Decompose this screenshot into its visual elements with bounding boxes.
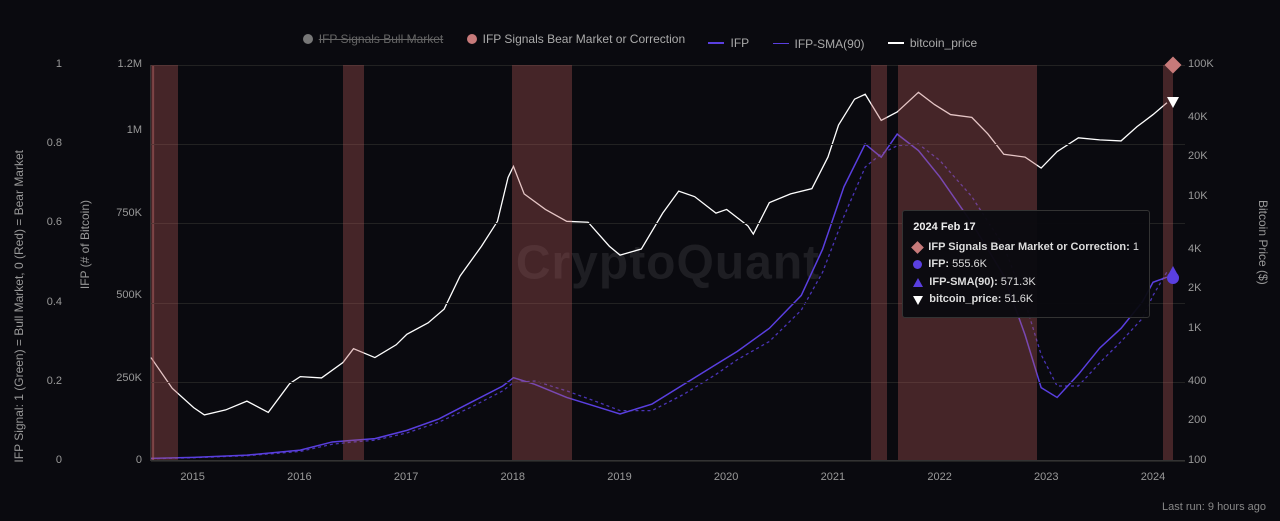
- xtick-year: 2019: [607, 471, 631, 483]
- last-run-text: Last run: 9 hours ago: [1162, 501, 1266, 513]
- ytick-price: 100K: [1188, 58, 1222, 70]
- legend-sma[interactable]: IFP-SMA(90): [773, 37, 865, 51]
- tooltip-marker-icon: [911, 241, 924, 254]
- chart-legend: IFP Signals Bull Market IFP Signals Bear…: [0, 32, 1280, 51]
- ytick-price: 2K: [1188, 282, 1222, 294]
- bear-swatch-icon: [467, 34, 477, 44]
- ytick-price: 20K: [1188, 150, 1222, 162]
- ytick-ifp: 0: [102, 454, 142, 466]
- tooltip-row: IFP Signals Bear Market or Correction: 1: [913, 239, 1139, 257]
- tooltip-label: IFP Signals Bear Market or Correction: 1: [928, 239, 1139, 257]
- xtick-year: 2018: [501, 471, 525, 483]
- legend-btc[interactable]: bitcoin_price: [888, 36, 977, 50]
- gridline: [151, 461, 1185, 462]
- ytick-price: 100: [1188, 454, 1222, 466]
- tooltip-row: bitcoin_price: 51.6K: [913, 291, 1139, 309]
- sma-line-icon: [773, 43, 789, 44]
- tooltip-label: IFP-SMA(90): 571.3K: [929, 274, 1035, 292]
- ytick-price: 200: [1188, 414, 1222, 426]
- ytick-price: 10K: [1188, 190, 1222, 202]
- bear-market-zone: [512, 65, 573, 460]
- ytick-signal: 0.6: [38, 216, 62, 228]
- ytick-signal: 0.4: [38, 296, 62, 308]
- xtick-year: 2017: [394, 471, 418, 483]
- tooltip-marker-icon: [913, 260, 922, 269]
- ytick-price: 4K: [1188, 243, 1222, 255]
- tooltip-marker-icon: [913, 296, 923, 305]
- tooltip-row: IFP: 555.6K: [913, 256, 1139, 274]
- xtick-year: 2022: [927, 471, 951, 483]
- legend-ifp-label: IFP: [730, 36, 749, 50]
- legend-btc-label: bitcoin_price: [910, 36, 977, 50]
- ytick-price: 1K: [1188, 322, 1222, 334]
- ytick-ifp: 1M: [102, 124, 142, 136]
- ytick-signal: 1: [38, 58, 62, 70]
- bear-market-zone: [1163, 65, 1174, 460]
- ytick-ifp: 250K: [102, 372, 142, 384]
- xtick-year: 2024: [1141, 471, 1165, 483]
- ifp-line-icon: [708, 42, 724, 44]
- xtick-year: 2021: [821, 471, 845, 483]
- ytick-signal: 0.8: [38, 137, 62, 149]
- legend-sma-label: IFP-SMA(90): [795, 37, 865, 51]
- legend-bull-label: IFP Signals Bull Market: [319, 32, 444, 46]
- bear-market-zone: [151, 65, 178, 460]
- tooltip-label: IFP: 555.6K: [928, 256, 987, 274]
- y-axis-price-label: Bitcoin Price ($): [1256, 200, 1270, 285]
- y-axis-ifp-label: IFP (# of Bitcoin): [78, 200, 92, 289]
- legend-ifp[interactable]: IFP: [708, 36, 749, 50]
- ytick-ifp: 750K: [102, 207, 142, 219]
- xtick-year: 2023: [1034, 471, 1058, 483]
- ytick-signal: 0.2: [38, 375, 62, 387]
- ytick-price: 400: [1188, 375, 1222, 387]
- btc-line-icon: [888, 42, 904, 44]
- y-axis-signal-label: IFP Signal: 1 (Green) = Bull Market, 0 (…: [12, 150, 26, 463]
- legend-bull[interactable]: IFP Signals Bull Market: [303, 32, 444, 46]
- bull-swatch-icon: [303, 34, 313, 44]
- series-end-marker: [1167, 272, 1179, 284]
- tooltip-marker-icon: [913, 278, 923, 287]
- tooltip-date: 2024 Feb 17: [913, 219, 1139, 237]
- xtick-year: 2016: [287, 471, 311, 483]
- legend-bear[interactable]: IFP Signals Bear Market or Correction: [467, 32, 686, 46]
- ytick-ifp: 1.2M: [102, 58, 142, 70]
- legend-bear-label: IFP Signals Bear Market or Correction: [483, 32, 686, 46]
- ytick-signal: 0: [38, 454, 62, 466]
- series-end-marker: [1167, 97, 1179, 108]
- xtick-year: 2020: [714, 471, 738, 483]
- ytick-ifp: 500K: [102, 289, 142, 301]
- ytick-price: 40K: [1188, 111, 1222, 123]
- tooltip-row: IFP-SMA(90): 571.3K: [913, 274, 1139, 292]
- bear-market-zone: [343, 65, 364, 460]
- tooltip-label: bitcoin_price: 51.6K: [929, 291, 1033, 309]
- chart-tooltip: 2024 Feb 17 IFP Signals Bear Market or C…: [902, 210, 1150, 318]
- xtick-year: 2015: [180, 471, 204, 483]
- bear-market-zone: [871, 65, 887, 460]
